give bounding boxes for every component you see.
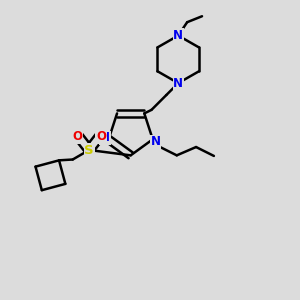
Text: O: O [72, 130, 82, 143]
Text: N: N [100, 131, 110, 144]
Text: N: N [173, 76, 183, 90]
Text: N: N [151, 135, 161, 148]
Text: O: O [96, 130, 106, 143]
Text: N: N [173, 29, 183, 42]
Text: S: S [84, 143, 94, 157]
